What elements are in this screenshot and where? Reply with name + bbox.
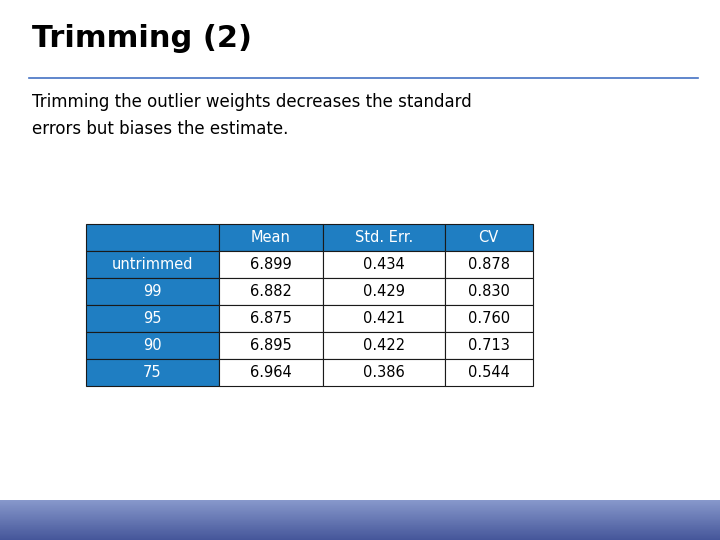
- Text: Mean: Mean: [251, 230, 291, 245]
- Text: 0.544: 0.544: [468, 365, 510, 380]
- FancyBboxPatch shape: [86, 332, 219, 359]
- FancyBboxPatch shape: [445, 305, 533, 332]
- FancyBboxPatch shape: [86, 359, 219, 386]
- Text: 0.760: 0.760: [468, 311, 510, 326]
- Text: 6.875: 6.875: [250, 311, 292, 326]
- Text: Trimming the outlier weights decreases the standard: Trimming the outlier weights decreases t…: [32, 93, 472, 111]
- Text: 0.421: 0.421: [363, 311, 405, 326]
- Text: 90: 90: [143, 338, 162, 353]
- Text: 6.882: 6.882: [250, 284, 292, 299]
- Text: Trimming (2): Trimming (2): [32, 24, 253, 53]
- FancyBboxPatch shape: [323, 359, 445, 386]
- FancyBboxPatch shape: [445, 251, 533, 278]
- FancyBboxPatch shape: [219, 332, 323, 359]
- FancyBboxPatch shape: [86, 305, 219, 332]
- Text: 75: 75: [143, 365, 162, 380]
- FancyBboxPatch shape: [445, 278, 533, 305]
- Text: CV: CV: [479, 230, 499, 245]
- Text: 0.422: 0.422: [363, 338, 405, 353]
- FancyBboxPatch shape: [445, 332, 533, 359]
- FancyBboxPatch shape: [219, 305, 323, 332]
- FancyBboxPatch shape: [445, 359, 533, 386]
- FancyBboxPatch shape: [323, 305, 445, 332]
- Text: 95: 95: [143, 311, 162, 326]
- FancyBboxPatch shape: [219, 224, 323, 251]
- Text: Std. Err.: Std. Err.: [355, 230, 413, 245]
- FancyBboxPatch shape: [86, 278, 219, 305]
- FancyBboxPatch shape: [445, 224, 533, 251]
- FancyBboxPatch shape: [86, 224, 219, 251]
- FancyBboxPatch shape: [323, 332, 445, 359]
- Text: 0.713: 0.713: [468, 338, 510, 353]
- FancyBboxPatch shape: [323, 251, 445, 278]
- FancyBboxPatch shape: [219, 251, 323, 278]
- FancyBboxPatch shape: [323, 278, 445, 305]
- Text: 6.895: 6.895: [250, 338, 292, 353]
- Text: untrimmed: untrimmed: [112, 257, 193, 272]
- Text: 0.434: 0.434: [363, 257, 405, 272]
- FancyBboxPatch shape: [323, 224, 445, 251]
- Text: 0.830: 0.830: [468, 284, 510, 299]
- Text: 6.964: 6.964: [250, 365, 292, 380]
- Text: 6.899: 6.899: [250, 257, 292, 272]
- Text: 0.878: 0.878: [468, 257, 510, 272]
- Text: 0.429: 0.429: [363, 284, 405, 299]
- Text: errors but biases the estimate.: errors but biases the estimate.: [32, 120, 289, 138]
- FancyBboxPatch shape: [219, 278, 323, 305]
- Text: 99: 99: [143, 284, 162, 299]
- Text: 0.386: 0.386: [363, 365, 405, 380]
- FancyBboxPatch shape: [219, 359, 323, 386]
- FancyBboxPatch shape: [86, 251, 219, 278]
